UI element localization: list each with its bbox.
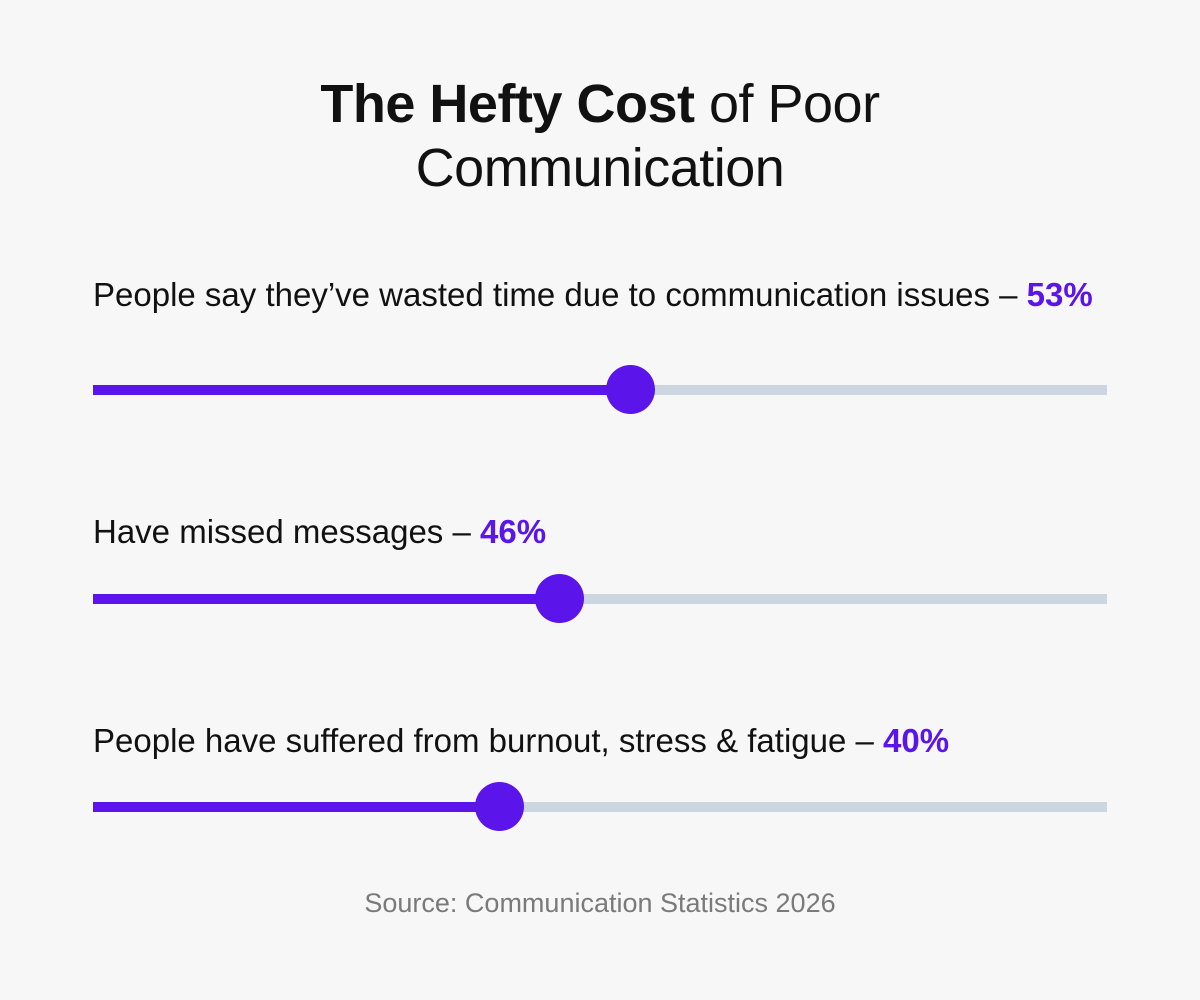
slider-track-3	[93, 782, 1107, 831]
stat-value-3: 40%	[883, 722, 950, 759]
slider-knob-1	[606, 365, 656, 414]
title-rest: of Poor	[694, 74, 880, 134]
page-title: The Hefty Cost of Poor Communication	[0, 72, 1200, 200]
slider-knob-2	[535, 574, 585, 623]
title-bold: The Hefty Cost	[320, 74, 695, 134]
title-line2: Communication	[415, 138, 785, 198]
slider-track-2	[93, 574, 1107, 623]
stat-text-1: People say they’ve wasted time due to co…	[93, 276, 1027, 313]
slider-knob-3	[474, 782, 524, 831]
slider-fill-3	[93, 802, 499, 812]
stat-text-2: Have missed messages –	[93, 513, 480, 550]
stat-value-2: 46%	[480, 513, 547, 550]
slider-fill-1	[93, 385, 631, 395]
slider-track-1	[93, 365, 1107, 414]
source-note: Source: Communication Statistics 2026	[364, 888, 836, 918]
slider-fill-2	[93, 594, 560, 604]
stat-label-3: People have suffered from burnout, stres…	[93, 720, 1108, 762]
stat-value-1: 53%	[1026, 276, 1093, 313]
stat-label-1: People say they’ve wasted time due to co…	[93, 274, 1108, 316]
stat-label-2: Have missed messages – 46%	[93, 511, 1108, 553]
stat-text-3: People have suffered from burnout, stres…	[93, 722, 884, 759]
